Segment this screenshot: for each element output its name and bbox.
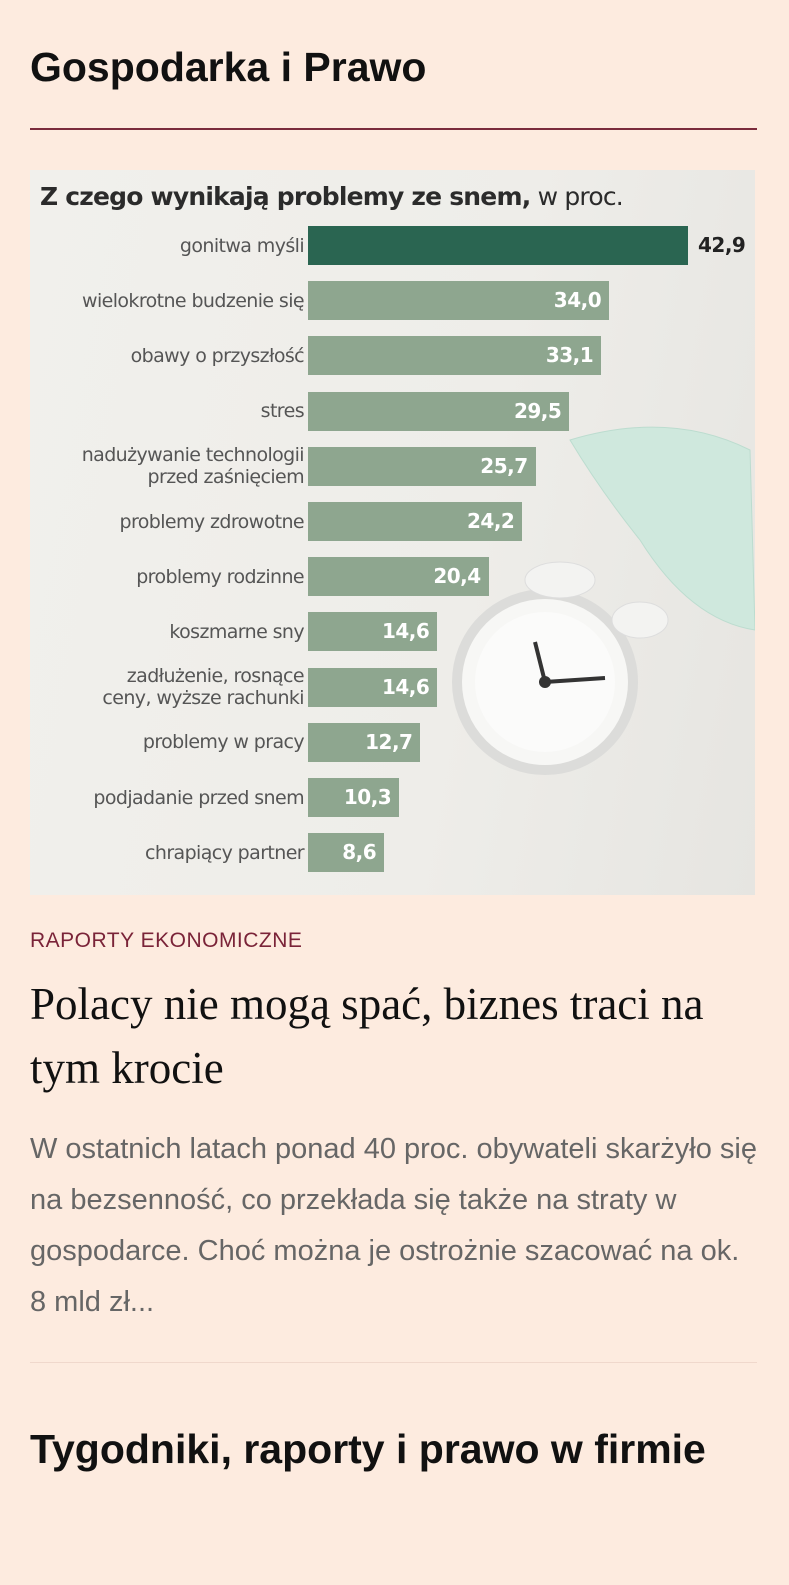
value-label: 8,6 (342, 840, 377, 865)
y-tick-label: problemy rodzinne (136, 565, 304, 588)
section-title[interactable]: Gospodarka i Prawo (30, 44, 427, 90)
value-label: 42,9 (698, 233, 746, 257)
y-tick-label: nadużywanie technologii przed zaśnięciem (81, 444, 305, 489)
bar (308, 336, 602, 376)
bar (308, 612, 438, 652)
value-label: 29,5 (513, 398, 562, 423)
chart[interactable]: Z czego wynikają problemy ze snem, w pro… (30, 170, 755, 895)
article-category[interactable]: RAPORTY EKONOMICZNE (30, 929, 303, 952)
value-label: 25,7 (480, 453, 528, 478)
value-label: 33,1 (545, 343, 594, 368)
bar (308, 502, 523, 541)
section-title[interactable]: Tygodniki, raporty i prawo w firmie (30, 1426, 706, 1472)
divider (30, 128, 757, 130)
value-label: 14,6 (381, 619, 430, 644)
article-excerpt[interactable]: W ostatnich latach ponad 40 proc. obywat… (30, 1133, 757, 1318)
decoration (452, 426, 755, 775)
bar (308, 446, 536, 486)
chart-title-row: Z czego wynikają problemy ze snem, w pro… (40, 182, 624, 211)
y-tick-label: obawy o przyszłość (130, 344, 305, 367)
divider (30, 1362, 757, 1363)
y-tick-label: koszmarne sny (169, 620, 304, 643)
y-tick-label: problemy zdrowotne (119, 510, 305, 533)
y-tick-label: wielokrotne budzenie się (82, 289, 305, 312)
chart-title: Z czego wynikają problemy ze snem, (40, 182, 531, 211)
article-headline[interactable]: Polacy nie mogą spać, biznes traci na ty… (30, 979, 704, 1093)
bar (308, 281, 610, 321)
bar (308, 391, 570, 431)
y-tick-label: podjadanie przed snem (93, 786, 304, 809)
y-tick-label: problemy w pracy (142, 731, 305, 754)
value-label: 20,4 (433, 564, 481, 589)
y-tick-label: gonitwa myśli (179, 234, 305, 257)
bar (308, 722, 421, 762)
y-tick-label: zadłużenie, rosnące ceny, wyższe rachunk… (102, 665, 304, 710)
chart-subtitle: w proc. (537, 182, 624, 211)
value-label: 10,3 (343, 785, 392, 809)
y-tick-label: stres (260, 400, 305, 423)
y-tick-label: chrapiący partner (145, 841, 305, 864)
value-label: 24,2 (466, 509, 515, 533)
bar (308, 226, 688, 265)
value-label: 14,6 (381, 674, 430, 699)
bar (308, 833, 385, 873)
bar (308, 778, 400, 817)
bar (308, 667, 438, 707)
bar (308, 557, 489, 597)
value-label: 12,7 (365, 729, 413, 754)
value-label: 34,0 (553, 288, 602, 313)
